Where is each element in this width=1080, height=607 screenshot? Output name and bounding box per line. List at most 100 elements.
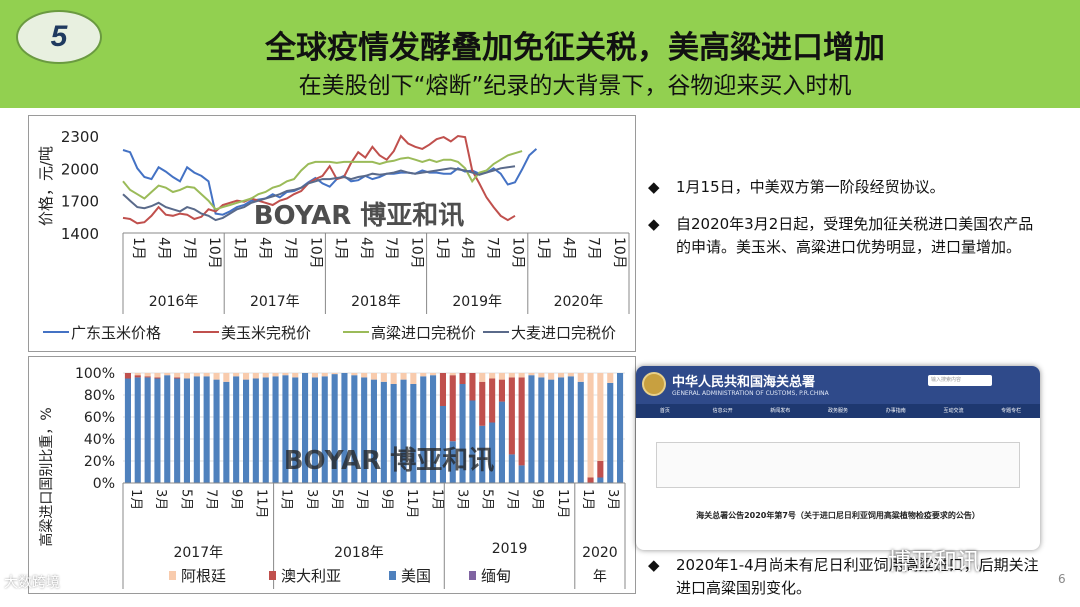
bar-segment: [183, 378, 190, 483]
bar-segment: [518, 373, 525, 378]
x-tick-label: 7月: [181, 237, 197, 260]
year-label-suffix: 年: [593, 569, 607, 585]
bar-segment: [597, 477, 604, 483]
year-label: 2017年: [250, 294, 300, 310]
legend-label: 美玉米完税价: [221, 324, 311, 342]
bar-segment: [548, 379, 555, 483]
year-label: 2017年: [173, 545, 223, 561]
bar-segment: [213, 379, 220, 483]
y-tick-label: 1400: [61, 225, 99, 243]
bar-segment: [144, 376, 151, 378]
y-tick-label: 0%: [93, 476, 115, 492]
bar-segment: [164, 375, 171, 483]
bar-segment: [587, 477, 594, 483]
bar-segment: [607, 373, 614, 383]
bar-segment: [459, 384, 466, 483]
bullet-item: ◆ 1月15日，中美双方第一阶段经贸协议。: [648, 176, 1043, 199]
import-share-bar-chart: 0% 20% 40% 60% 80% 100% 高粱进口国别比重，% BOYAR 博亚和讯 1月…: [28, 356, 636, 594]
bar-segment: [292, 373, 299, 378]
series-line: [122, 150, 523, 211]
bar-segment: [430, 375, 437, 483]
x-tick-label: 1月: [535, 237, 551, 260]
bar-segment: [174, 378, 181, 483]
bar-segment: [498, 379, 505, 402]
bar-segment: [587, 373, 594, 478]
page-number: 6: [1058, 572, 1066, 586]
bar-segment: [203, 376, 210, 483]
x-tick-label: 10月: [611, 237, 627, 269]
bar-segment: [292, 377, 299, 483]
bar-segment: [233, 373, 240, 377]
bullet-list: ◆ 1月15日，中美双方第一阶段经贸协议。 ◆ 自2020年3月2日起，受理免加…: [648, 176, 1043, 273]
bar-segment: [134, 377, 141, 483]
year-label: 2018年: [351, 294, 401, 310]
bar-segment: [361, 373, 368, 378]
bar-segment: [193, 373, 200, 377]
bar-segment: [252, 378, 259, 483]
legend-swatch: [389, 571, 396, 580]
bar-segment: [439, 373, 446, 406]
y-axis-label: 价格，元/吨: [37, 146, 55, 226]
legend-swatch: [469, 571, 476, 580]
bar-segment: [449, 373, 456, 376]
bar-segment: [518, 377, 525, 466]
diamond-bullet-icon: ◆: [648, 556, 660, 574]
bar-segment: [410, 373, 417, 384]
bar-segment: [302, 373, 309, 483]
bar-segment: [370, 379, 377, 483]
customs-doc-info-box: [656, 442, 1020, 488]
customs-nav-item: 政务服务: [828, 408, 849, 414]
bar-segment: [390, 384, 397, 483]
x-tick-label: 4月: [155, 237, 171, 260]
x-tick-label: 3月: [454, 489, 469, 510]
y-tick-label: 2000: [61, 160, 99, 178]
bar-segment: [380, 373, 387, 382]
x-tick-label: 7月: [484, 237, 500, 260]
x-tick-label: 3月: [153, 489, 168, 510]
bar-segment: [223, 381, 230, 483]
diamond-bullet-icon: ◆: [648, 215, 660, 233]
x-tick-label: 10月: [510, 237, 526, 269]
bar-segment: [479, 425, 486, 483]
bar-segment: [311, 373, 318, 378]
bar-segment: [183, 373, 190, 379]
chart-watermark: BOYAR 博亚和讯: [254, 201, 465, 231]
bar-segment: [124, 373, 131, 379]
bar-segment: [243, 373, 250, 380]
bar-segment: [174, 373, 181, 378]
page-subtitle: 在美股创下“熔断”纪录的大背景下，谷物迎来买入时机: [298, 73, 852, 99]
year-label: 2020: [582, 545, 618, 561]
bar-segment: [400, 373, 407, 380]
bar-segment: [607, 382, 614, 483]
legend-swatch: [169, 571, 176, 580]
y-tick-label: 2300: [61, 128, 99, 146]
x-tick-label: 1月: [580, 489, 595, 510]
bar-segment: [262, 377, 269, 483]
x-tick-label: 1月: [434, 237, 450, 260]
x-tick-label: 9月: [379, 489, 394, 510]
legend-swatch: [269, 571, 276, 580]
x-tick-label: 10月: [206, 237, 222, 269]
legend-label: 澳大利亚: [281, 567, 341, 585]
legend-label: 美国: [401, 567, 431, 585]
x-tick-label: 1月: [130, 237, 146, 260]
x-tick-label: 4月: [257, 237, 273, 260]
bar-segment: [390, 373, 397, 384]
y-tick-label: 40%: [84, 432, 115, 448]
bullet-text: 2020年1-4月尚未有尼日利亚饲用高粱进口，后期关注进口高粱国别变化。: [676, 556, 1039, 597]
x-tick-label: 7月: [282, 237, 298, 260]
bar-segment: [282, 375, 289, 483]
y-axis-label: 高粱进口国别比重，%: [38, 407, 55, 546]
x-tick-label: 4月: [560, 237, 576, 260]
y-tick-label: 20%: [84, 454, 115, 470]
customs-org-name: 中华人民共和国海关总署: [672, 375, 816, 390]
x-tick-label: 11月: [555, 489, 570, 519]
bar-segment: [193, 376, 200, 483]
bar-segment: [597, 373, 604, 461]
bar-segment: [449, 375, 456, 442]
customs-nav-item: 专题专栏: [1001, 408, 1022, 414]
bar-segment: [449, 441, 456, 483]
customs-nav-item: 办事指南: [885, 408, 906, 414]
x-tick-label: 9月: [228, 489, 243, 510]
bar-segment: [479, 381, 486, 426]
